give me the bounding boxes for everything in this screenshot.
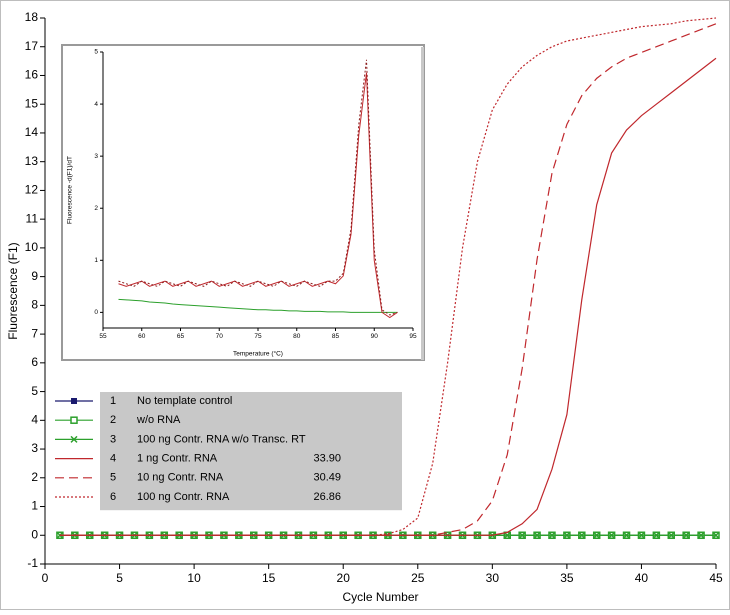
marker [608,531,616,539]
marker [697,531,705,539]
y-tick-label: 3 [94,153,98,160]
legend-ct: 33.90 [313,453,341,465]
y-tick-label: 6 [31,355,38,369]
y-tick-label: 1 [31,499,38,513]
marker [578,531,586,539]
x-tick-label: 65 [177,333,185,340]
x-tick-label: 70 [216,333,224,340]
y-tick-label: 13 [25,154,39,168]
marker [518,531,526,539]
legend-label: 100 ng Contr. RNA [137,491,230,503]
x-axis-label: Temperature (°C) [233,350,283,358]
legend-label: 100 ng Contr. RNA w/o Transc. RT [137,433,306,445]
x-tick-label: 75 [254,333,262,340]
legend-ct: 26.86 [313,491,341,503]
marker [652,531,660,539]
x-tick-label: 30 [486,571,500,585]
x-tick-label: 55 [99,333,107,340]
y-tick-label: 0 [31,527,38,541]
y-tick-label: 7 [31,326,38,340]
x-tick-label: 35 [560,571,574,585]
x-tick-label: 40 [635,571,649,585]
legend-label: w/o RNA [136,414,181,426]
y-tick-label: 8 [31,298,38,312]
y-tick-label: 17 [25,39,39,53]
marker [70,435,78,443]
x-tick-label: 20 [337,571,351,585]
marker [667,531,675,539]
y-tick-label: 15 [25,96,39,110]
y-tick-label: 5 [94,49,98,56]
inset-shadow [421,47,424,360]
y-tick-label: 2 [31,470,38,484]
y-axis-label: Fluorescence -d(F1)/dT [67,156,74,224]
legend-number: 1 [110,395,116,407]
y-tick-label: 4 [94,101,98,108]
y-tick-label: 12 [25,183,39,197]
marker [563,531,571,539]
x-tick-label: 45 [709,571,723,585]
series-line [118,72,398,319]
legend-label: No template control [137,395,232,407]
x-tick-label: 90 [371,333,379,340]
legend-label: 1 ng Contr. RNA [137,453,218,465]
y-tick-label: 14 [25,125,39,139]
marker [682,531,690,539]
y-axis-label: Fluorescence (F1) [6,242,20,339]
legend-number: 5 [110,472,116,484]
y-tick-label: 5 [31,384,38,398]
y-tick-label: -1 [27,556,38,570]
x-tick-label: 15 [262,571,276,585]
x-tick-label: 80 [293,333,301,340]
x-tick-label: 10 [187,571,201,585]
marker [637,531,645,539]
y-tick-label: 16 [25,68,39,82]
marker [548,531,556,539]
legend-number: 3 [110,433,116,445]
y-tick-label: 10 [25,240,39,254]
y-tick-label: 9 [31,269,38,283]
y-tick-label: 0 [94,309,98,316]
x-tick-label: 60 [138,333,146,340]
x-tick-label: 95 [409,333,417,340]
y-tick-label: 11 [26,211,39,225]
x-tick-label: 0 [42,571,49,585]
y-tick-label: 1 [94,257,98,264]
marker [71,398,77,404]
series-line [59,23,717,536]
marker [623,531,631,539]
y-tick-label: 4 [31,412,38,426]
legend-number: 6 [110,491,116,503]
marker [533,531,541,539]
y-tick-label: 3 [31,441,38,455]
x-tick-label: 85 [332,333,340,340]
series-line [59,17,717,536]
marker [70,416,78,424]
legend-number: 4 [110,453,116,465]
series-line [118,298,398,313]
x-axis-label: Cycle Number [342,590,418,604]
marker [593,531,601,539]
marker [712,531,720,539]
legend-ct: 30.49 [313,472,341,484]
x-tick-label: 25 [411,571,425,585]
legend-label: 10 ng Contr. RNA [137,472,224,484]
y-tick-label: 18 [25,10,39,24]
y-tick-label: 2 [94,205,98,212]
legend-box [100,392,402,511]
x-tick-label: 5 [116,571,123,585]
legend-number: 2 [110,414,116,426]
